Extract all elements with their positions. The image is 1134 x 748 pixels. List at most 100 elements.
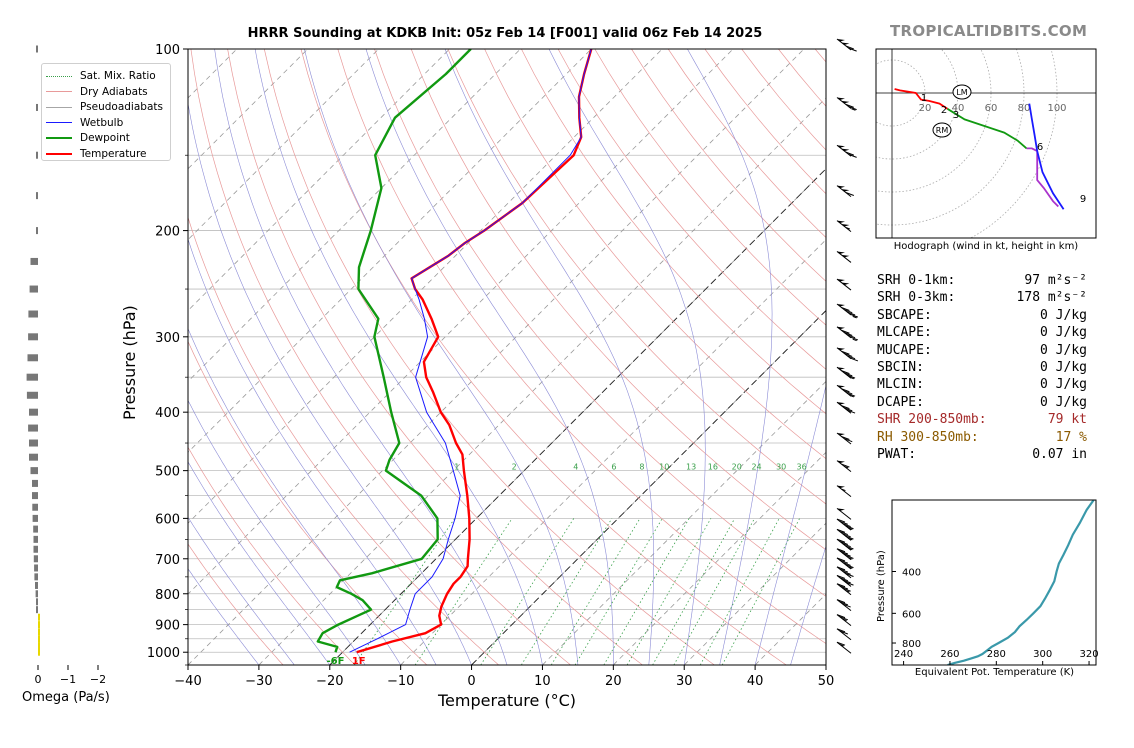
legend-entry: Dewpoint <box>46 131 130 145</box>
theta-e-y-tick-label: 800 <box>902 639 921 650</box>
mixing-ratio-line <box>652 518 736 665</box>
wind-barb <box>836 528 854 541</box>
x-tick-label: 50 <box>818 674 835 689</box>
stat-label: SBCAPE: <box>877 307 932 323</box>
skew-t-plot-area <box>188 49 826 665</box>
omega-bar <box>32 479 38 487</box>
stat-value: 0 J/kg <box>1040 360 1087 376</box>
wind-barb <box>836 401 856 414</box>
stat-value: 0 J/kg <box>1040 307 1087 323</box>
legend: Sat. Mix. Ratio Dry Adiabats Pseudoadiabat… <box>41 63 171 161</box>
hodograph-trace <box>1028 103 1039 152</box>
mixing-ratio-label: 36 <box>797 463 807 472</box>
hodograph-ring-label: 60 <box>985 103 998 114</box>
mixing-ratio-line <box>574 518 663 665</box>
legend-swatch <box>46 91 72 92</box>
omega-bar <box>28 424 38 432</box>
stat-row: DCAPE: 0 J/kg <box>877 394 1087 411</box>
mixing-ratio-label: 8 <box>639 463 644 472</box>
isotherm-line <box>683 522 826 665</box>
dry-adiabat-line <box>557 49 826 370</box>
wind-barb <box>836 538 854 551</box>
mixing-ratio-line <box>673 518 755 665</box>
omega-bar <box>33 555 38 563</box>
theta-e-x-tick-label: 300 <box>1033 649 1052 660</box>
hodograph-storm-motion-marker: LM <box>952 84 972 100</box>
hodograph: 20 40 60 80 100 1 2 3 6 9 LM RM <box>876 49 1096 238</box>
wind-barb <box>836 641 852 654</box>
omega-bar <box>30 467 38 475</box>
mixing-ratio-line <box>521 518 613 665</box>
wind-barb <box>836 574 854 587</box>
pseudoadiabat-line <box>188 568 260 665</box>
legend-swatch <box>46 152 72 155</box>
legend-label: Temperature <box>80 147 147 160</box>
wind-barb <box>836 185 854 197</box>
chart-title: HRRR Sounding at KDKB Init: 05z Feb 14 [… <box>247 26 763 41</box>
x-tick-label: −20 <box>316 674 343 689</box>
y-axis-title: Pressure (hPa) <box>120 305 139 420</box>
isotherm-line <box>188 49 663 524</box>
hodograph-frame <box>875 48 1097 239</box>
theta-e-line <box>947 500 1095 665</box>
legend-swatch <box>46 75 72 77</box>
pseudoadiabat-line <box>188 101 472 665</box>
stat-value: 17 % <box>1055 429 1087 445</box>
pseudoadiabat-line <box>304 49 579 665</box>
isotherm-line <box>613 451 826 665</box>
stat-value: 79 kt <box>1047 412 1087 428</box>
mixing-ratio-line <box>353 518 456 665</box>
wind-barb <box>836 432 853 445</box>
pseudoadiabat-line <box>188 461 331 665</box>
mixing-ratio-label: 2 <box>512 463 517 472</box>
mixing-ratio-label: 10 <box>659 463 669 472</box>
x-tick-label: −30 <box>245 674 272 689</box>
x-axis-title: Temperature (°C) <box>437 691 577 710</box>
stat-label: SHR 200-850mb: <box>877 412 987 428</box>
wind-barb <box>836 583 852 596</box>
dry-adiabat-line <box>188 543 284 665</box>
hodograph-height-label: 3 <box>953 110 959 121</box>
pseudoadiabat-line <box>790 544 826 665</box>
legend-label: Pseudoadiabats <box>80 101 163 113</box>
omega-bar <box>38 648 40 656</box>
dry-adiabat-line <box>594 49 826 326</box>
key-isotherm-line <box>329 168 826 665</box>
stat-label: MLCIN: <box>877 377 924 393</box>
omega-bar <box>36 45 38 53</box>
omega-bar <box>35 590 38 598</box>
omega-x-tick-label: −2 <box>90 673 106 686</box>
hodograph-ring-label: 100 <box>1047 103 1066 114</box>
wind-barb <box>836 144 857 158</box>
wind-barb <box>836 548 854 561</box>
omega-bar <box>38 635 40 643</box>
wind-barb <box>836 347 859 362</box>
omega-bar <box>36 598 38 606</box>
omega-bar <box>32 492 38 500</box>
omega-bar <box>36 151 38 159</box>
isotherm-line <box>258 97 826 665</box>
x-tick-label: −10 <box>387 674 414 689</box>
omega-bar <box>34 564 38 572</box>
theta-e-frame <box>891 499 1097 666</box>
omega-bar <box>36 192 38 200</box>
theta-e-x-tick-label: 280 <box>987 649 1006 660</box>
stat-row: SBCAPE: 0 J/kg <box>877 307 1087 324</box>
mixing-ratio-line <box>414 518 513 665</box>
stat-value: 0 J/kg <box>1040 325 1087 341</box>
stat-label: DCAPE: <box>877 394 924 410</box>
wind-barb <box>836 460 852 473</box>
omega-bar <box>35 581 38 589</box>
omega-bar <box>30 257 38 265</box>
theta-e-y-tick-label: 600 <box>902 609 921 620</box>
hodograph-trace <box>1036 150 1065 210</box>
wind-barb <box>836 251 852 263</box>
stat-label: MUCAPE: <box>877 342 932 358</box>
wind-barb <box>836 557 854 570</box>
wind-barb <box>836 508 852 520</box>
stat-value: 0 J/kg <box>1040 342 1087 358</box>
wind-barb <box>836 303 859 319</box>
pseudoadiabat-line <box>548 49 706 665</box>
